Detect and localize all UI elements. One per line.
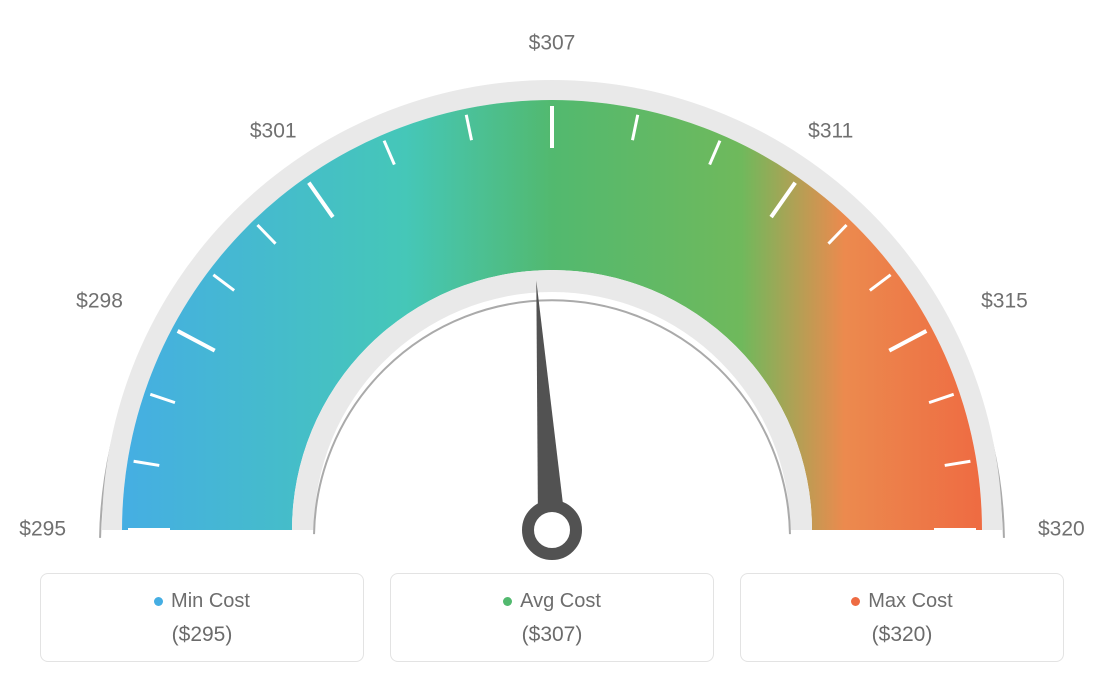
legend-min-value: ($295) xyxy=(41,623,363,647)
svg-text:$311: $311 xyxy=(808,119,853,142)
gauge-svg: $295 $298 $301 $307 $311 $315 $320 xyxy=(0,10,1104,570)
legend-min-text: Min Cost xyxy=(171,590,250,612)
legend-avg-dot xyxy=(503,597,512,606)
legend-avg: Avg Cost ($307) xyxy=(390,573,714,662)
legend-row: Min Cost ($295) Avg Cost ($307) Max Cost… xyxy=(40,573,1064,662)
legend-avg-label: Avg Cost xyxy=(391,590,713,613)
legend-max-label: Max Cost xyxy=(741,590,1063,613)
legend-max-dot xyxy=(851,597,860,606)
gauge-area: $295 $298 $301 $307 $311 $315 $320 xyxy=(0,10,1104,570)
legend-max-text: Max Cost xyxy=(868,590,952,612)
legend-avg-value: ($307) xyxy=(391,623,713,647)
svg-text:$298: $298 xyxy=(76,289,123,312)
svg-text:$315: $315 xyxy=(981,289,1028,312)
cost-gauge-chart: $295 $298 $301 $307 $311 $315 $320 Min Cost ($… xyxy=(0,0,1104,690)
svg-text:$320: $320 xyxy=(1038,518,1085,541)
legend-max-value: ($320) xyxy=(741,623,1063,647)
svg-text:$301: $301 xyxy=(250,119,297,142)
svg-text:$307: $307 xyxy=(529,32,576,55)
legend-min-dot xyxy=(154,597,163,606)
legend-min-label: Min Cost xyxy=(41,590,363,613)
legend-avg-text: Avg Cost xyxy=(520,590,601,612)
legend-min: Min Cost ($295) xyxy=(40,573,364,662)
svg-text:$295: $295 xyxy=(19,518,66,541)
legend-max: Max Cost ($320) xyxy=(740,573,1064,662)
